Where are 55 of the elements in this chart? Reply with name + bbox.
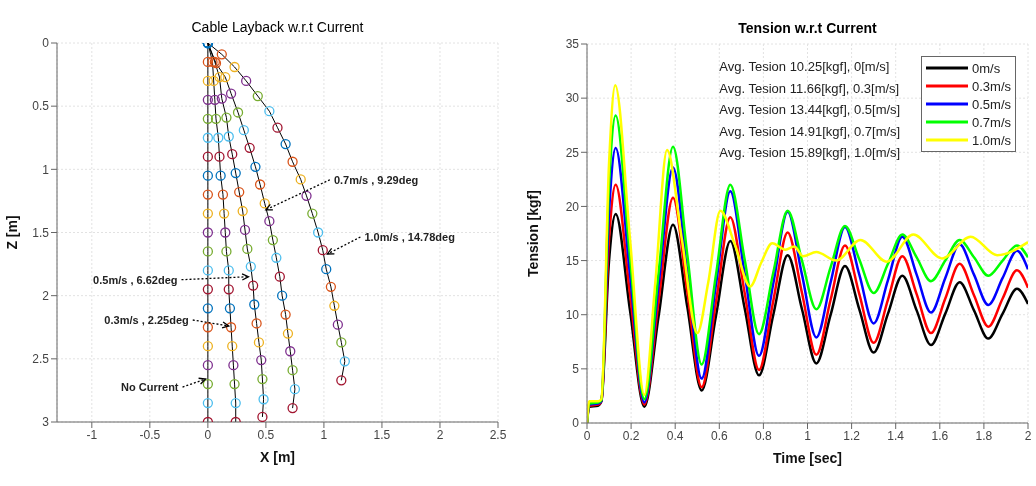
x-tick-label: 0 <box>583 428 591 443</box>
legend-label: 1.0m/s <box>971 132 1011 148</box>
y-tick-label: 0 <box>42 36 50 51</box>
x-axis-title: X [m] <box>260 449 295 465</box>
x-tick-label: 2 <box>1024 428 1032 443</box>
x-tick-label: 0.8 <box>755 428 773 443</box>
y-tick-label: 5 <box>572 362 580 377</box>
x-tick-label: 1 <box>320 427 328 442</box>
y-tick-label: 0 <box>572 416 580 431</box>
y-tick-label: 0.5 <box>32 99 50 114</box>
x-tick-label: 1.6 <box>931 428 949 443</box>
x-tick-label: 1.5 <box>373 427 391 442</box>
chart-title: Tension w.r.t Current <box>737 20 878 36</box>
legend-label: 0m/s <box>971 60 1001 76</box>
x-tick-label: 0.5 <box>257 427 275 442</box>
x-tick-label: 0.4 <box>666 428 684 443</box>
annotation: Avg. Tesion 15.89[kgf], 1.0[m/s] <box>719 144 901 163</box>
annotation: 0.5m/s , 6.62deg <box>93 273 178 286</box>
x-tick-label: 2 <box>436 427 444 442</box>
y-tick-label: 35 <box>565 37 580 52</box>
x-tick-label: -0.5 <box>139 427 161 442</box>
y-axis-title: Tension [kgf] <box>524 190 541 277</box>
x-axis-title: Time [sec] <box>773 450 842 466</box>
x-tick-label: 0.2 <box>622 428 640 443</box>
y-tick-label: 10 <box>565 307 580 322</box>
annotation: 0.7m/s , 9.29deg <box>333 173 419 186</box>
legend-label: 0.5m/s <box>971 96 1011 112</box>
annotation: 1.0m/s , 14.78deg <box>364 230 455 243</box>
y-tick-label: 2 <box>42 288 50 303</box>
annotation: Avg. Tesion 11.66[kgf], 0.3[m/s] <box>719 79 901 98</box>
y-tick-label: 1 <box>42 162 50 177</box>
y-tick-label: 3 <box>42 415 50 430</box>
x-tick-label: 1.4 <box>887 428 905 443</box>
x-tick-label: 1 <box>804 428 812 443</box>
annotation: Avg. Tesion 10.25[kgf], 0[m/s] <box>719 58 891 76</box>
y-tick-label: 15 <box>565 253 580 268</box>
annotation: Avg. Tesion 13.44[kgf], 0.5[m/s] <box>719 101 901 120</box>
x-tick-label: 0.6 <box>710 428 728 443</box>
x-tick-label: 2.5 <box>489 427 507 442</box>
chart-title: Cable Layback w.r.t Current <box>190 19 365 35</box>
y-tick-label: 20 <box>565 199 580 214</box>
x-tick-label: 0 <box>204 427 212 442</box>
annotation: 0.3m/s , 2.25deg <box>104 313 189 326</box>
y-tick-label: 25 <box>565 145 580 160</box>
y-tick-label: 30 <box>565 91 580 106</box>
x-tick-label: -1 <box>86 427 98 442</box>
x-tick-label: 1.2 <box>843 428 861 443</box>
legend-label: 0.3m/s <box>971 78 1011 94</box>
legend-label: 0.7m/s <box>971 114 1011 130</box>
y-tick-label: 1.5 <box>32 225 50 240</box>
x-tick-label: 1.8 <box>975 428 993 443</box>
y-tick-label: 2.5 <box>32 352 50 367</box>
y-axis-title: Z [m] <box>3 215 20 250</box>
annotation: Avg. Tesion 14.91[kgf], 0.7[m/s] <box>719 122 901 141</box>
annotation: No Current <box>121 381 179 394</box>
